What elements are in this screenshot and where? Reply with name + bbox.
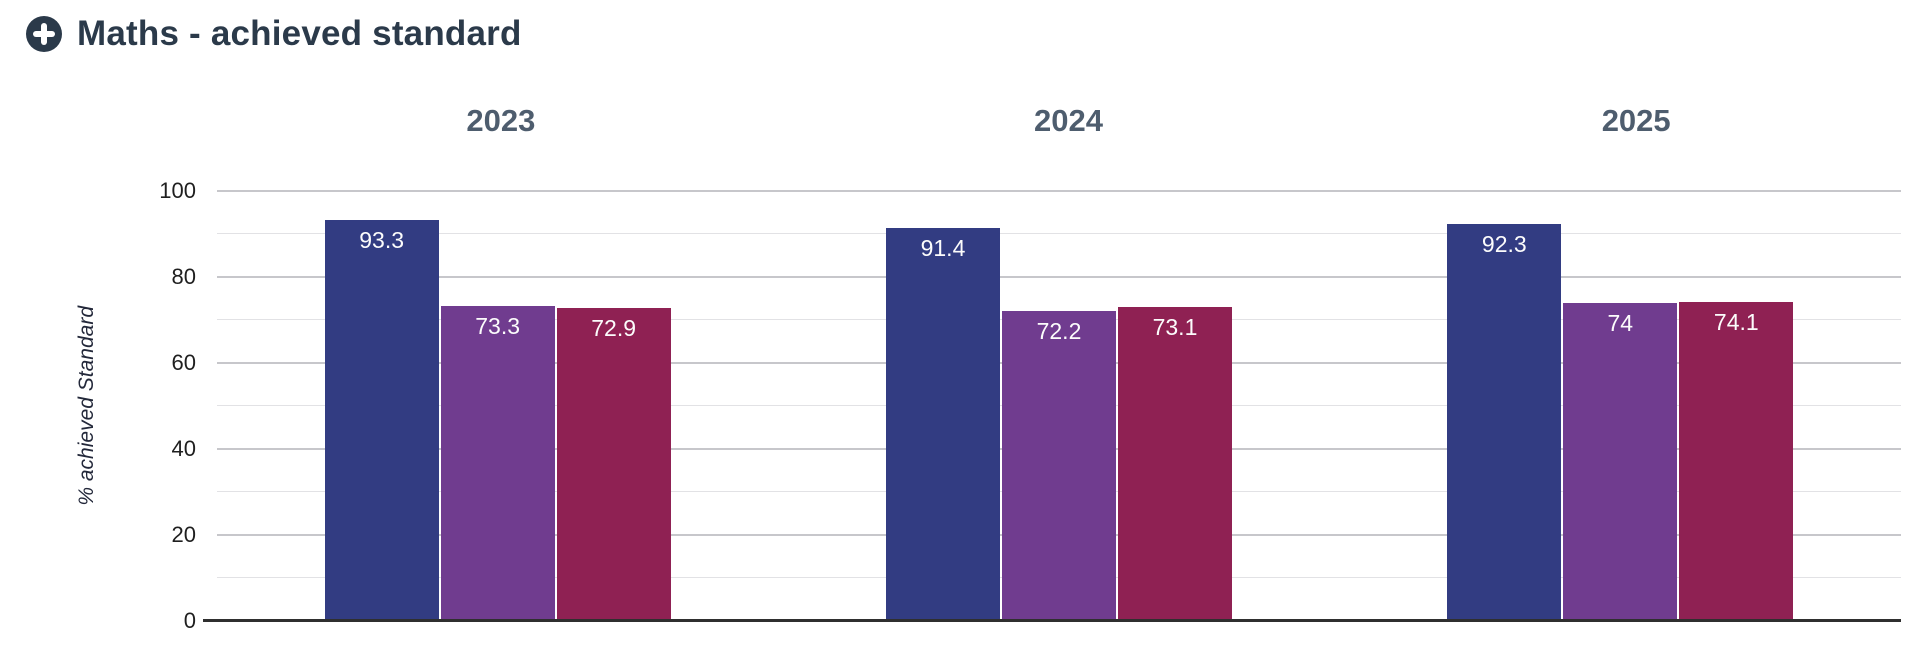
bar-value-label: 74 xyxy=(1607,309,1634,336)
gridline-90 xyxy=(217,233,1901,234)
bar-value-label: 74.1 xyxy=(1713,309,1759,336)
bar-value-label: 92.3 xyxy=(1481,231,1527,258)
bar-2024-series-3[interactable]: 73.1 xyxy=(1117,306,1232,621)
bar-2023-series-1[interactable]: 93.3 xyxy=(324,219,439,621)
y-tick-0: 0 xyxy=(183,608,196,633)
bar-2025-series-1[interactable]: 92.3 xyxy=(1447,224,1562,621)
bar-groups: 93.3 73.3 72.9 91.4 72.2 73.1 xyxy=(217,191,1901,621)
bar-group-2024: 91.4 72.2 73.1 xyxy=(778,191,1339,621)
y-tick-20: 20 xyxy=(171,522,196,547)
category-label-2023: 2023 xyxy=(466,103,536,138)
bar-value-label: 73.1 xyxy=(1152,313,1198,340)
bar-2024-series-1[interactable]: 91.4 xyxy=(885,227,1000,621)
x-axis-line xyxy=(203,619,1901,622)
category-label-row: 2023 2024 2025 xyxy=(217,103,1920,139)
plus-circle-icon[interactable] xyxy=(25,15,63,53)
bar-2023-series-2[interactable]: 73.3 xyxy=(440,305,555,621)
bar-group-2025: 92.3 74 74.1 xyxy=(1340,191,1901,621)
bar-value-label: 72.9 xyxy=(591,314,637,341)
gridline-100 xyxy=(217,190,1901,192)
bar-value-label: 91.4 xyxy=(920,234,966,261)
category-label-2025: 2025 xyxy=(1601,103,1671,138)
y-tick-80: 80 xyxy=(171,264,196,289)
gridline-80 xyxy=(217,276,1901,278)
plus-circle-icon-svg xyxy=(26,16,62,52)
bar-value-label: 72.2 xyxy=(1036,317,1082,344)
bar-value-label: 93.3 xyxy=(359,226,405,253)
bar-group-2023: 93.3 73.3 72.9 xyxy=(217,191,778,621)
plot-area: 93.3 73.3 72.9 91.4 72.2 73.1 xyxy=(203,190,1901,622)
category-label-2024: 2024 xyxy=(1034,103,1103,138)
bar-2023-series-3[interactable]: 72.9 xyxy=(556,307,671,621)
bar-value-label: 73.3 xyxy=(475,312,521,339)
y-tick-60: 60 xyxy=(171,350,196,375)
bar-2025-series-2[interactable]: 74 xyxy=(1563,302,1678,621)
y-axis-ticks: 100 80 60 40 20 0 xyxy=(120,180,196,632)
y-axis-title: % achieved Standard xyxy=(75,306,98,506)
y-tick-100: 100 xyxy=(159,178,196,203)
chart-header: Maths - achieved standard xyxy=(25,14,522,54)
bar-2024-series-2[interactable]: 72.2 xyxy=(1001,310,1116,621)
chart-title: Maths - achieved standard xyxy=(77,14,522,53)
bar-2025-series-3[interactable]: 74.1 xyxy=(1679,302,1794,621)
y-tick-40: 40 xyxy=(171,436,196,461)
y-axis-title-wrap: % achieved Standard xyxy=(58,191,116,621)
